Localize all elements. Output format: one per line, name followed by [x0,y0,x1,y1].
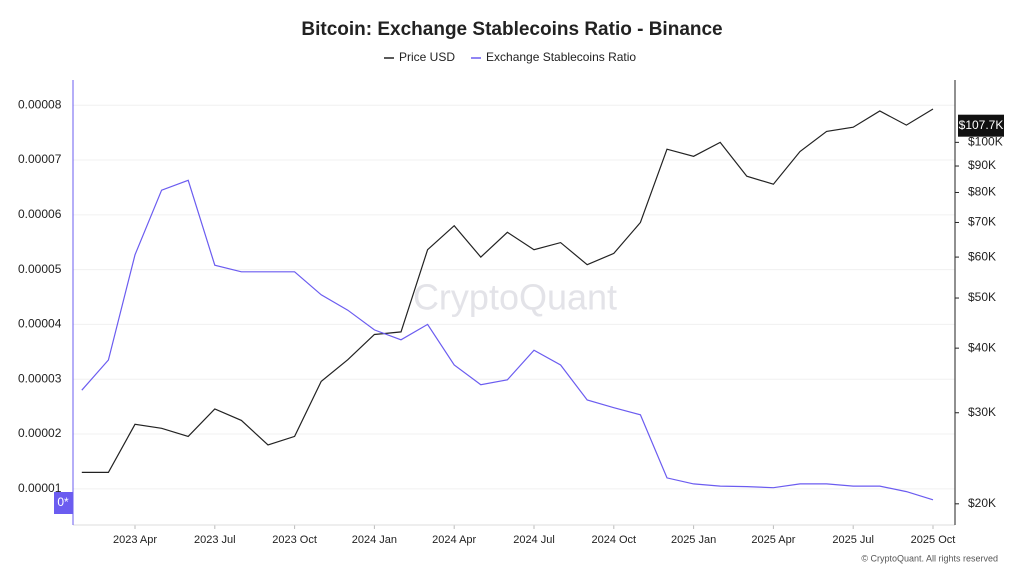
x-tick-label: 2023 Jul [194,534,236,546]
footer: © CryptoQuant. All rights reserved [861,553,998,563]
series-line [81,108,934,473]
y2-tick-label: $70K [968,215,996,229]
y-tick-label: 0.00001 [18,481,62,495]
x-tick-label: 2024 Jul [513,534,555,546]
y2-tick-label: $20K [968,496,996,510]
legend-label: Price USD [399,50,455,64]
x-tick-label: 2025 Oct [911,534,956,546]
x-tick-label: 2025 Jan [671,534,716,546]
x-tick-label: 2024 Oct [591,534,636,546]
y2-tick-label: $90K [968,158,996,172]
watermark: CryptoQuant [413,277,617,318]
chart-title: Bitcoin: Exchange Stablecoins Ratio - Bi… [301,19,722,40]
y2-tick-label: $100K [968,135,1003,149]
x-tick-label: 2025 Jul [832,534,874,546]
x-tick-label: 2024 Apr [432,534,476,546]
y-tick-label: 0.00005 [18,262,62,276]
y2-tick-label: $30K [968,405,996,419]
y2-tick-label: $80K [968,185,996,199]
x-tick-label: 2025 Apr [751,534,795,546]
y2-tick-label: $60K [968,249,996,263]
y-tick-label: 0.00004 [18,317,62,331]
y-tick-label: 0.00003 [18,371,62,385]
y-tick-label: 0.00006 [18,207,62,221]
left-marker-label: 0* [57,495,69,509]
last-value-label: $107.7K [959,118,1004,132]
y-tick-label: 0.00007 [18,152,62,166]
legend-label: Exchange Stablecoins Ratio [486,50,636,64]
last-value-box [958,114,1004,137]
x-tick-label: 2024 Jan [352,534,397,546]
left-marker-box [54,492,73,514]
series-line [81,179,934,501]
y2-tick-label: $40K [968,340,996,354]
x-tick-label: 2023 Oct [272,534,317,546]
y-tick-label: 0.00002 [18,426,62,440]
y-tick-label: 0.00008 [18,97,62,111]
x-tick-label: 2023 Apr [113,534,157,546]
y2-tick-label: $50K [968,290,996,304]
